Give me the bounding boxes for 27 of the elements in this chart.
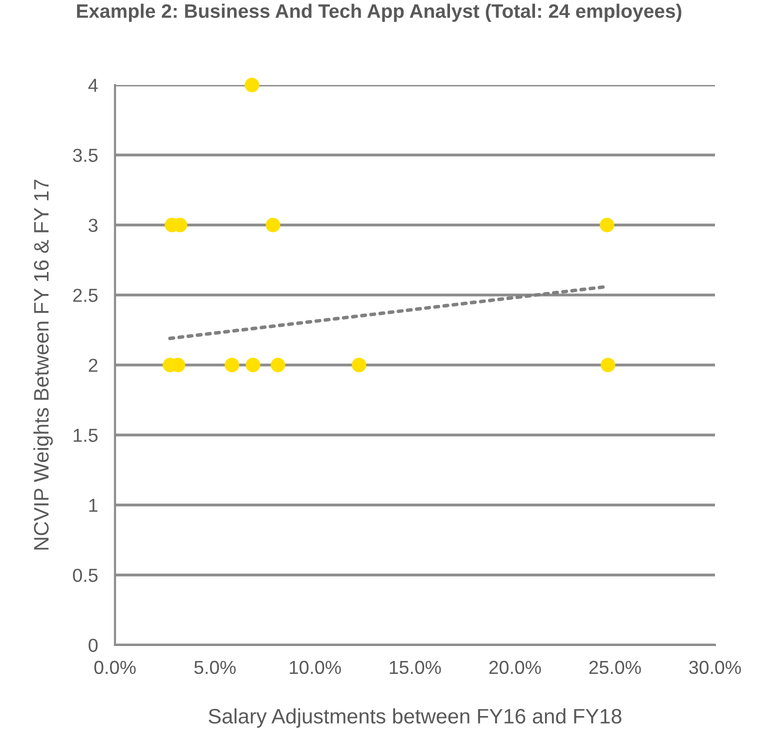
y-tick-label: 4 — [88, 78, 98, 92]
point — [352, 358, 366, 372]
x-tick-label: 5.0% — [194, 660, 236, 674]
point — [600, 218, 614, 232]
x-tick-label: 25.0% — [589, 660, 641, 674]
y-tick-label: 1 — [89, 498, 98, 512]
y-axis-title: NCVIP Weights Between FY 16 & FY 17 — [33, 180, 53, 550]
point — [600, 358, 616, 372]
point — [246, 358, 260, 372]
point — [244, 78, 260, 92]
point — [224, 358, 240, 372]
x-tick-label: 10.0% — [290, 660, 341, 674]
y-tick-label: 3.5 — [72, 148, 98, 162]
y-tick-label: 2.5 — [73, 288, 98, 302]
chart-title: Example 2: Business And Tech App Analyst (Total: 24 employees) — [77, 4, 682, 22]
x-tick-label: 15.0% — [390, 660, 441, 674]
x-tick-label: 30.0% — [689, 660, 741, 674]
y-tick-label: 3 — [88, 218, 98, 232]
y-tick-label: 0.5 — [73, 568, 98, 582]
point — [270, 358, 286, 372]
point — [266, 218, 280, 232]
x-axis-title: Salary Adjustments between FY16 and FY18 — [208, 708, 622, 728]
y-tick-label: 1.5 — [74, 428, 98, 442]
x-tick-label: 0.0% — [94, 660, 136, 674]
y-tick-label: 0 — [88, 638, 98, 652]
y-tick-label: 2 — [88, 358, 98, 372]
x-tick-label: 20.0% — [489, 660, 541, 674]
